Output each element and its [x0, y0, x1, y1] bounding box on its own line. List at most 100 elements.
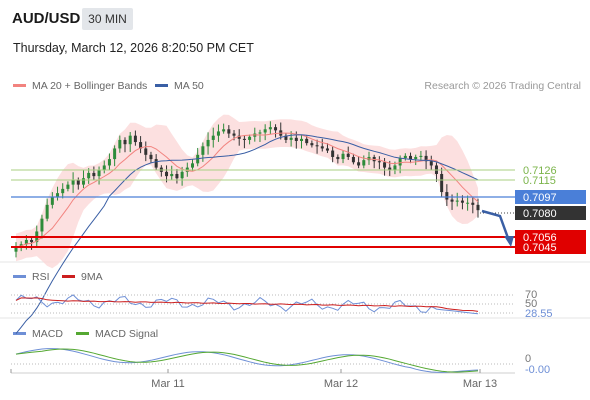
candle-body [76, 180, 80, 185]
legend-rsi-ma-label: 9MA [81, 271, 103, 283]
level-label-7115: 0.7115 [523, 175, 556, 187]
candle-body [450, 199, 454, 202]
ma50-swatch-icon [155, 83, 168, 87]
candle-body [45, 204, 49, 219]
candle-body [305, 138, 309, 144]
macd-level-0: 0 [525, 353, 531, 365]
candle-body [424, 155, 428, 162]
candle-body [440, 173, 444, 193]
macd-signal-swatch-icon [76, 331, 89, 335]
rsi-line [15, 294, 479, 315]
candle-body [40, 218, 44, 232]
candle-body [61, 188, 65, 194]
candle-body [460, 200, 464, 203]
candle-body [258, 132, 262, 134]
legend-macd-label: MACD [32, 328, 63, 340]
candle-body [331, 150, 335, 157]
forecast-arrow-head-icon [504, 236, 514, 247]
macd-swatch-icon [13, 331, 26, 335]
candle-body [377, 161, 381, 163]
candle-body [445, 192, 449, 200]
legend-ma50-label: MA 50 [174, 80, 204, 92]
candle-body [123, 139, 127, 145]
candle-body [362, 160, 366, 166]
candle-body [97, 169, 101, 177]
candle-body [346, 153, 350, 157]
candle-body [227, 129, 231, 134]
candle-body [341, 153, 345, 160]
rsi-level-50: 50 [525, 298, 537, 310]
candle-body [14, 247, 18, 252]
candle-body [30, 239, 34, 243]
candle-body [81, 178, 85, 185]
x-label-mar13: Mar 13 [463, 378, 497, 390]
candle-body [144, 148, 148, 155]
candle-body [263, 129, 267, 133]
candle-body [336, 156, 340, 160]
candle-body [87, 172, 91, 179]
candle-body [242, 138, 246, 140]
level-label-7056: 0.7056 [523, 232, 557, 244]
candle-body [102, 165, 106, 170]
forecast-arrow [481, 209, 510, 239]
candle-body [471, 202, 475, 205]
candle-body [351, 156, 355, 163]
candle-body [274, 127, 278, 131]
candle-body [300, 138, 304, 141]
candle-body [388, 167, 392, 170]
candle-body [201, 146, 205, 155]
candle-body [284, 135, 288, 140]
candle-body [289, 137, 293, 140]
legend-macd: MACD [13, 328, 63, 340]
support-tag [515, 230, 586, 254]
candle-body [419, 155, 423, 157]
candle-body [149, 154, 153, 160]
research-credit: Research © 2026 Trading Central [424, 80, 581, 92]
legend-macd-signal: MACD Signal [76, 328, 158, 340]
candle-body [398, 158, 402, 166]
candle-body [248, 136, 252, 140]
candle-body [170, 173, 174, 177]
candle-body [216, 131, 220, 136]
timeframe-button[interactable]: 30 MIN [82, 8, 133, 30]
legend-macd-signal-label: MACD Signal [95, 328, 159, 340]
symbol-title: AUD/USD [12, 10, 81, 27]
ma20-swatch-icon [13, 83, 26, 87]
candle-body [107, 159, 111, 166]
bollinger-band [16, 114, 478, 269]
candle-body [325, 148, 329, 151]
candle-body [154, 159, 158, 168]
macd-value: -0.00 [525, 364, 550, 376]
candle-body [414, 156, 418, 160]
legend-rsi-label: RSI [32, 271, 50, 283]
candle-body [180, 171, 184, 179]
candle-body [232, 133, 236, 136]
candle-body [393, 165, 397, 170]
level-tag-7097 [515, 190, 586, 204]
rsi-level-70: 70 [525, 289, 537, 301]
candle-body [175, 173, 179, 179]
legend-rsi-ma: 9MA [62, 271, 103, 283]
candle-body [310, 143, 314, 146]
candle-body [268, 127, 272, 130]
chart-datetime: Thursday, March 12, 2026 8:20:50 PM CET [13, 41, 254, 55]
candle-body [56, 193, 60, 198]
candle-body [222, 129, 226, 132]
candle-body [50, 197, 54, 205]
candle-body [113, 148, 117, 160]
candle-body [466, 202, 470, 204]
legend-ma50: MA 50 [155, 80, 204, 92]
candle-body [211, 135, 215, 140]
candle-body [139, 142, 143, 149]
chart-header: AUD/USD 30 MIN [0, 0, 590, 38]
candle-body [190, 163, 194, 168]
level-label-7045: 0.7045 [523, 242, 557, 254]
candle-body [383, 162, 387, 168]
candle-body [165, 171, 169, 177]
candle-body [357, 162, 361, 166]
candle-body [66, 184, 70, 189]
last-price-label: 0.7080 [523, 208, 557, 220]
rsi-swatch-icon [13, 274, 26, 278]
macd-line [15, 348, 479, 373]
